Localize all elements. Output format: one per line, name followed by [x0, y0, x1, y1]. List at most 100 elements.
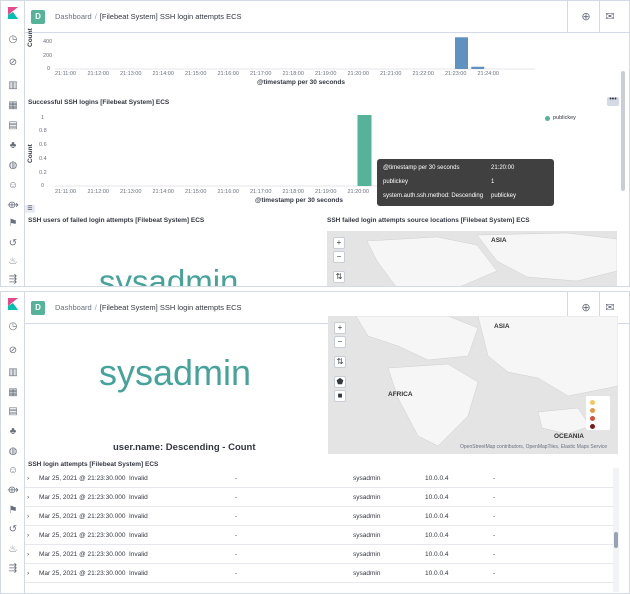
- top-x-tick: 21:11:00: [55, 71, 77, 77]
- expand-row-icon[interactable]: ›: [27, 570, 30, 577]
- success-bar[interactable]: [357, 115, 372, 186]
- success-y-tick: 0.6: [39, 142, 47, 148]
- table-row[interactable]: › Mar 25, 2021 @ 21:23:30.000 Invalid - sysa…: [25, 564, 615, 583]
- help-icon[interactable]: ⊕: [581, 11, 591, 23]
- kibana-logo-icon[interactable]: [7, 298, 19, 310]
- top-x-tick: 21:13:00: [120, 71, 142, 77]
- panel-options-icon[interactable]: •••: [607, 96, 619, 106]
- draw-bounds-icon[interactable]: ■: [334, 390, 346, 402]
- mail-icon[interactable]: ✉: [605, 11, 615, 23]
- table-row[interactable]: › Mar 25, 2021 @ 21:23:30.000 Invalid - sysa…: [25, 488, 615, 507]
- management-icon[interactable]: ⇶: [8, 274, 18, 285]
- zoom-in-button[interactable]: +: [333, 237, 345, 249]
- zoom-out-button[interactable]: −: [333, 251, 345, 263]
- visualize-icon[interactable]: ▥: [8, 367, 18, 378]
- fit-bounds-icon[interactable]: ⇅: [333, 271, 345, 283]
- breadcrumb-separator: /: [94, 303, 97, 312]
- legend-toggle-icon[interactable]: ☰: [25, 205, 35, 213]
- dashboard-icon[interactable]: ▦: [8, 100, 18, 111]
- map-panel-title: SSH failed login attempts source locatio…: [327, 217, 530, 224]
- table-scrollbar-thumb[interactable]: [614, 532, 618, 548]
- table-row[interactable]: › Mar 25, 2021 @ 21:23:30.000 Invalid - sysa…: [25, 526, 615, 545]
- canvas-icon[interactable]: ▤: [8, 120, 18, 131]
- kibana-logo-icon[interactable]: [7, 7, 19, 19]
- table-row[interactable]: › Mar 25, 2021 @ 21:23:30.000 Invalid - sysa…: [25, 545, 615, 564]
- mail-icon[interactable]: ✉: [605, 302, 615, 314]
- clock-icon[interactable]: ◷: [8, 34, 18, 45]
- cell-dash: -: [235, 494, 238, 501]
- fit-bounds-icon[interactable]: ⇅: [334, 356, 346, 368]
- success-x-tick: 21:14:00: [152, 189, 174, 195]
- canvas-icon[interactable]: ▤: [8, 406, 18, 417]
- success-panel-title: Successful SSH logins [Filebeat System] …: [28, 99, 170, 106]
- cell-status: Invalid: [129, 475, 148, 482]
- uptime-icon[interactable]: ⚑: [8, 218, 18, 229]
- breadcrumb-dashboard[interactable]: Dashboard: [55, 303, 92, 312]
- apm-icon[interactable]: ↺: [8, 524, 18, 535]
- expand-row-icon[interactable]: ›: [27, 475, 30, 482]
- top-y-tick: 0: [47, 66, 51, 72]
- map-label-asia: ASIA: [494, 323, 510, 330]
- management-icon[interactable]: ⇶: [8, 563, 18, 574]
- cell-timestamp: Mar 25, 2021 @ 21:23:30.000: [39, 532, 126, 539]
- logs-icon[interactable]: ♣: [9, 426, 17, 437]
- monitoring-icon[interactable]: ♨: [8, 256, 18, 267]
- side-nav: ◷ ⊘ ▥ ▦ ▤ ♣ ◍ ☺ ⟴ ⚑ ↺ ♨ ⇶: [1, 1, 25, 286]
- cell-user: sysadmin: [353, 513, 381, 520]
- legend-label-publickey[interactable]: publickey: [553, 115, 576, 121]
- clock-icon[interactable]: ◷: [8, 321, 18, 332]
- breadcrumb-dashboard[interactable]: Dashboard: [55, 12, 92, 21]
- expand-row-icon[interactable]: ›: [27, 532, 30, 539]
- draw-shape-icon[interactable]: ⬟: [334, 376, 346, 388]
- table-row[interactable]: › Mar 25, 2021 @ 21:23:30.000 Invalid - sysa…: [25, 469, 615, 488]
- world-map-shape: [366, 232, 617, 286]
- maps-icon[interactable]: ◍: [8, 446, 18, 457]
- cell-dash: -: [235, 570, 238, 577]
- discover-icon[interactable]: ⊘: [8, 57, 18, 68]
- users-icon[interactable]: ☺: [7, 180, 19, 191]
- help-icon[interactable]: ⊕: [581, 302, 591, 314]
- space-avatar[interactable]: D: [31, 10, 45, 24]
- map-view[interactable]: ASIA + − ⇅: [327, 231, 617, 286]
- cell-status: Invalid: [129, 494, 148, 501]
- siem-icon[interactable]: ⟴: [7, 200, 19, 211]
- dashboard-icon[interactable]: ▦: [8, 387, 18, 398]
- tag-cloud-word[interactable]: sysadmin: [99, 263, 239, 287]
- siem-icon[interactable]: ⟴: [7, 485, 19, 496]
- top-x-tick: 21:19:00: [315, 71, 337, 77]
- cell-ip: 10.0.0.4: [425, 570, 449, 577]
- cell-dash: -: [493, 532, 496, 539]
- header-divider: [567, 292, 568, 324]
- logs-icon[interactable]: ♣: [9, 140, 17, 151]
- map-legend[interactable]: [586, 396, 610, 430]
- cell-dash: -: [493, 494, 496, 501]
- visualize-icon[interactable]: ▥: [8, 80, 18, 91]
- table-row[interactable]: › Mar 25, 2021 @ 21:23:30.000 Invalid - sysa…: [25, 507, 615, 526]
- table-scrollbar[interactable]: [613, 468, 619, 592]
- monitoring-icon[interactable]: ♨: [8, 544, 18, 555]
- success-x-tick: 21:19:00: [315, 189, 337, 195]
- tag-cloud-word[interactable]: sysadmin: [99, 352, 252, 393]
- expand-row-icon[interactable]: ›: [27, 513, 30, 520]
- page-scrollbar[interactable]: [621, 71, 625, 191]
- tooltip-row-value: publickey: [491, 193, 517, 199]
- uptime-icon[interactable]: ⚑: [8, 505, 18, 516]
- space-avatar[interactable]: D: [31, 301, 45, 315]
- discover-icon[interactable]: ⊘: [8, 345, 18, 356]
- cell-dash: -: [493, 570, 496, 577]
- top-bar[interactable]: [471, 66, 485, 69]
- map-attribution[interactable]: OpenStreetMap contributors, OpenMapTiles…: [460, 444, 608, 450]
- zoom-out-button[interactable]: −: [334, 336, 346, 348]
- legend-dot-publickey[interactable]: [545, 116, 550, 121]
- maps-icon[interactable]: ◍: [8, 160, 18, 171]
- top-bar[interactable]: [455, 37, 468, 69]
- top-x-tick: 21:21:00: [380, 71, 402, 77]
- map-view[interactable]: ASIA AFRICA OCEANIA + − ⇅ ⬟ ■ OpenStreet…: [328, 316, 618, 454]
- expand-row-icon[interactable]: ›: [27, 494, 30, 501]
- apm-icon[interactable]: ↺: [8, 238, 18, 249]
- success-x-tick: 21:13:00: [120, 189, 142, 195]
- expand-row-icon[interactable]: ›: [27, 551, 30, 558]
- users-icon[interactable]: ☺: [7, 465, 19, 476]
- zoom-in-button[interactable]: +: [334, 322, 346, 334]
- top-y-tick: 400: [43, 39, 53, 45]
